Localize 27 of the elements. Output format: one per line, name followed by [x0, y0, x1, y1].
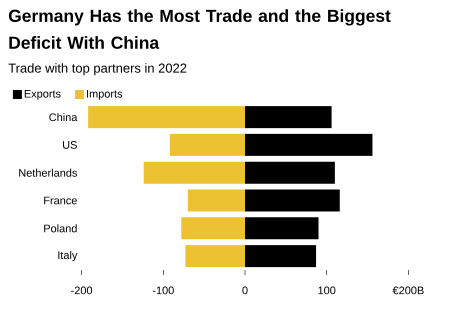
x-tick-label: -100: [152, 286, 174, 294]
y-tick-label: US: [63, 141, 77, 149]
bar: [245, 245, 316, 268]
legend-label: Exports: [24, 90, 61, 100]
y-tick-label: China: [49, 113, 78, 122]
x-tick-label: 100: [318, 286, 336, 294]
x-tick-label: €200B: [392, 286, 424, 294]
y-tick-label: Netherlands: [19, 168, 77, 177]
chart-title: Germany Has the Most Trade and the Biggest Deficit With China: [8, 9, 391, 49]
bar: [188, 190, 245, 212]
legend-label: Imports: [87, 90, 122, 100]
x-tick-label: -200: [71, 286, 92, 294]
bar: [185, 245, 245, 268]
chart-subtitle: Trade with top partners in 2022: [8, 63, 186, 76]
y-tick-label: France: [44, 196, 77, 204]
bar: [245, 217, 319, 240]
bar: [170, 134, 245, 156]
bar: [245, 134, 372, 156]
y-tick-label: Poland: [44, 224, 77, 232]
bar: [245, 162, 335, 184]
x-tick-label: 0: [242, 286, 248, 294]
bar: [144, 162, 245, 184]
bar: [181, 217, 245, 240]
y-tick-label: Italy: [58, 251, 78, 262]
bar: [88, 106, 245, 128]
bar: [245, 190, 340, 212]
bar: [245, 106, 332, 128]
